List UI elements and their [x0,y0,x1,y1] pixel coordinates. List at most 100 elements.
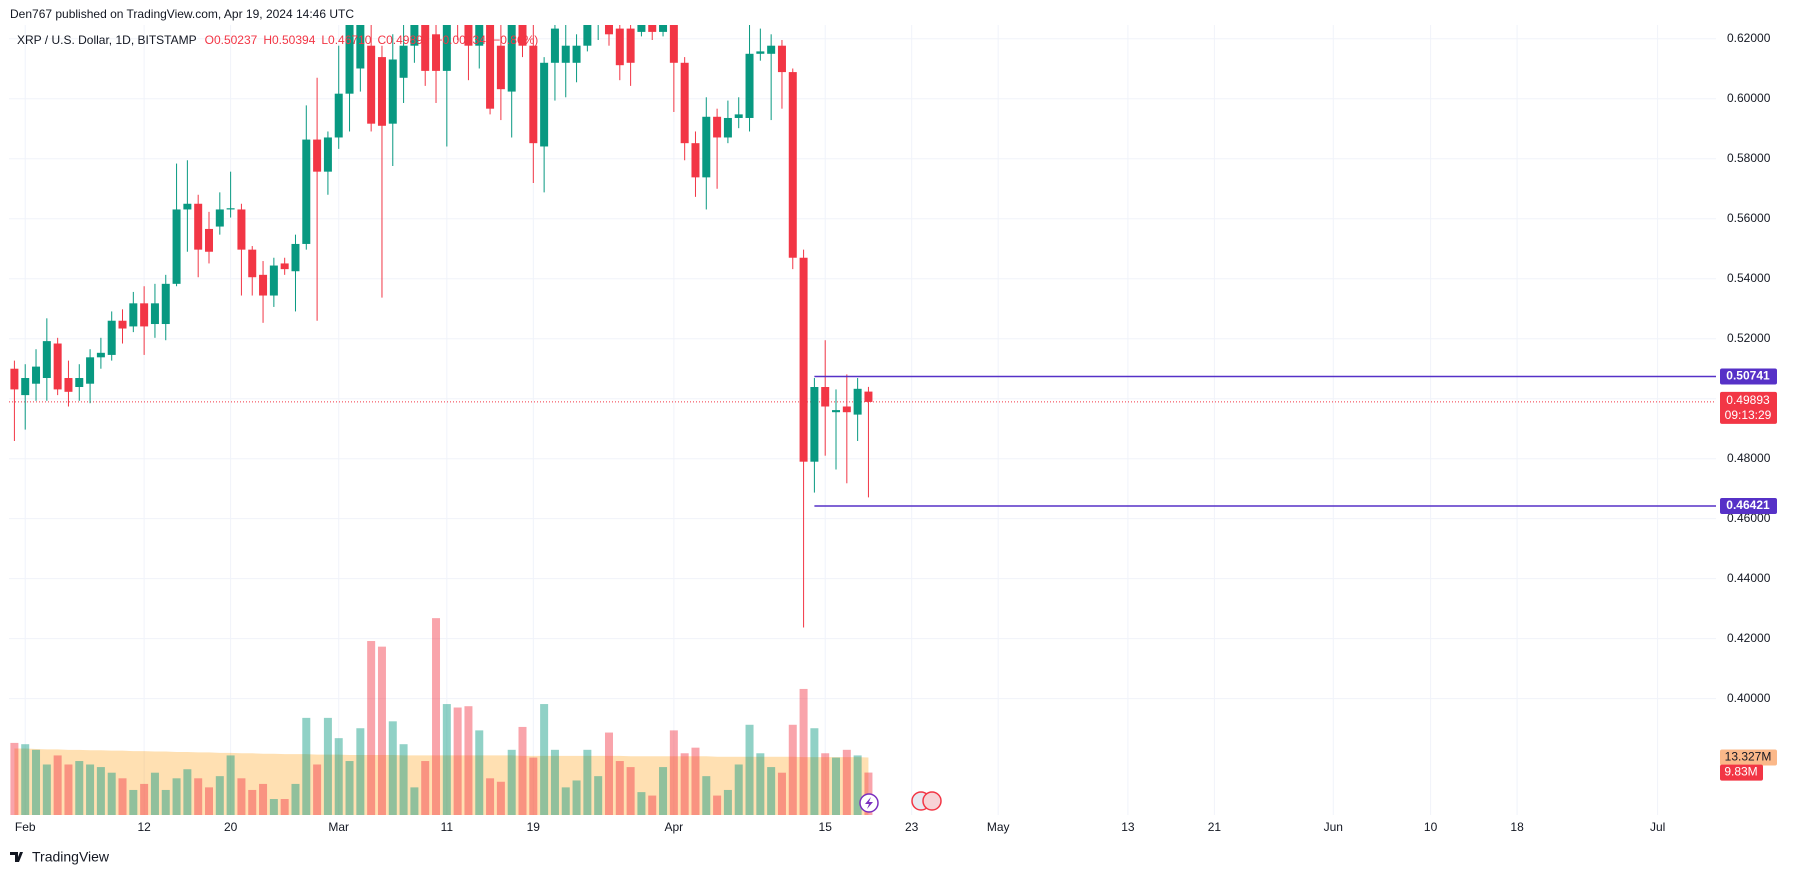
candle-body [507,25,516,92]
candle-body [86,357,95,384]
volume-bar [410,787,419,815]
volume-ma-label-box [1720,749,1777,766]
volume-label: 9.83M [1724,765,1757,779]
candle-body [194,203,203,250]
volume-bar [691,747,700,815]
volume-bar [204,787,213,815]
candle-body [572,45,581,63]
volume-bar [518,726,527,815]
volume-bar [291,783,300,815]
volume-bar [821,753,830,815]
x-tick-label: May [987,820,1010,834]
candle-body [345,25,354,94]
candle-body [853,388,862,415]
volume-bar [323,717,332,815]
candle-body [713,116,722,138]
volume-bar [96,767,105,815]
ohlc-value: O0.50237 [205,33,258,47]
volume-bar [86,764,95,815]
y-tick-label: 0.60000 [1727,91,1771,105]
volume-ma-area [14,748,869,815]
y-tick-label: 0.46000 [1727,511,1771,525]
volume-bar [572,780,581,815]
price-label: 0.46421 [1726,498,1770,512]
volume-bar [259,783,268,815]
volume-bar [215,776,224,815]
candle-body [583,25,592,46]
volume-bar [615,761,624,815]
candle-body [64,378,73,392]
volume-bar [150,772,159,815]
logo-text: TradingView [32,849,110,865]
volume-bar [648,795,657,815]
candle-body [842,406,851,413]
candle-body [561,45,570,63]
candle-body [648,25,657,32]
x-tick-label: 13 [1121,820,1135,834]
candle-body [259,274,268,296]
ohlc-value: H0.50394 [263,33,315,47]
volume-bar [529,757,538,815]
x-tick-label: 23 [905,820,919,834]
event-icons [859,791,942,813]
x-tick-label: Feb [15,820,36,834]
x-tick-label: Mar [328,820,349,834]
volume-bar [853,755,862,815]
volume-bar [194,778,203,815]
x-tick-label: 19 [527,820,541,834]
price-label: 0.50741 [1726,369,1770,383]
candle-body [691,143,700,178]
candle-body [107,320,116,355]
volume-bar [42,764,51,815]
x-tick-label: Apr [665,820,684,834]
volume-bar [10,742,19,815]
volume-bar [75,761,84,815]
candle-body [550,28,559,63]
candle-body [799,257,808,462]
y-tick-label: 0.44000 [1727,571,1771,585]
volume-bar [745,724,754,815]
volume-bar [637,792,646,815]
logo-mark [10,852,23,862]
volume-bar [669,730,678,815]
volume-bar [626,767,635,815]
symbol-title: XRP / U.S. Dollar, 1D, BITSTAMP [17,33,197,47]
publisher-header: Den767 published on TradingView.com, Apr… [10,7,354,21]
volume-bar [302,717,311,815]
volume-bar [356,728,365,815]
volume-bar [183,769,192,815]
candle-body [767,45,776,54]
candle-body [745,53,754,118]
candle-body [518,25,527,46]
candle-body [410,25,419,46]
candle-body [377,57,386,126]
ohlc-value: C0.49893 [377,33,429,47]
volume-bar [453,707,462,815]
volume-bar [604,732,613,815]
candle-body [540,62,549,147]
candle-body [810,387,819,462]
candle-body [21,378,30,396]
volume-bar [107,772,116,815]
volume-bar [432,618,441,815]
volume-bar [280,799,289,815]
volume-bar [32,749,41,815]
volume-bar [540,704,549,815]
x-tick-label: 20 [224,820,238,834]
candle-body [421,25,430,71]
economic-event[interactable] [922,791,942,811]
volume-bar [788,724,797,815]
candle-body [10,368,19,390]
volume-bar [421,761,430,815]
volume-bar [21,744,30,815]
candle-body [140,303,149,327]
x-tick-label: 15 [819,820,833,834]
candle-body [42,341,51,379]
candle-body [161,283,170,325]
event-icon-glyph [865,797,873,809]
candle-body [399,45,408,78]
candle-body [659,25,668,32]
x-tick-label: 21 [1208,820,1222,834]
volume-bar [594,776,603,815]
